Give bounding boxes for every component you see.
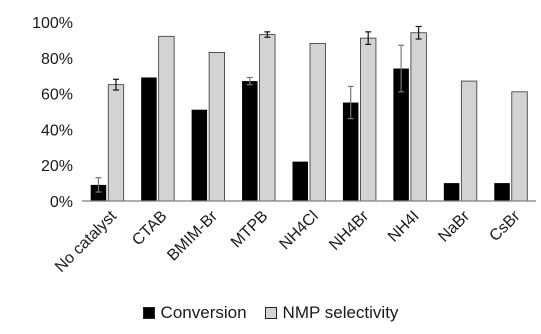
bar-conversion — [342, 102, 359, 201]
legend-item-conversion: Conversion — [142, 303, 247, 323]
x-tick-label: CsBr — [486, 207, 524, 245]
x-tick-label: NH4Br — [326, 207, 372, 253]
x-tick-label: MTPB — [228, 208, 271, 251]
x-tick-label: BMIM-Br — [164, 207, 221, 264]
bar-conversion — [141, 77, 157, 201]
legend: Conversion NMP selectivity — [0, 303, 541, 323]
bar-nmp-selectivity — [360, 37, 377, 202]
legend-swatch-conversion — [142, 307, 155, 319]
x-tick-label: No catalyst — [52, 207, 120, 275]
bar-nmp-selectivity — [107, 84, 125, 202]
y-tick-label: 80% — [41, 51, 73, 68]
bar-nmp-selectivity — [309, 43, 326, 202]
bar-conversion — [393, 68, 409, 201]
x-tick-label: NH4Cl — [276, 208, 321, 253]
bar-conversion — [292, 161, 308, 201]
bar-nmp-selectivity — [158, 35, 175, 202]
y-tick-label: 40% — [41, 122, 73, 139]
x-tick-label: NaBr — [435, 207, 473, 245]
y-tick-label: 60% — [41, 87, 73, 104]
bar-conversion — [90, 184, 107, 201]
bar-chart: 0% 20% 40% 60% 80% 100% No catalyst CTABBMIM-B… — [32, 15, 536, 276]
error-bars — [95, 25, 422, 193]
bar-nmp-selectivity — [460, 80, 478, 202]
bar-nmp-selectivity — [410, 32, 427, 202]
bar-nmp-selectivity — [511, 91, 528, 202]
x-tick-label: CTAB — [129, 208, 170, 249]
bar-nmp-selectivity — [208, 52, 226, 202]
bar-conversion — [242, 81, 258, 201]
legend-label-conversion: Conversion — [160, 303, 247, 322]
legend-item-nmp-selectivity: NMP selectivity — [264, 303, 399, 323]
bar-conversion — [443, 183, 460, 201]
y-tick-label: 100% — [32, 15, 73, 32]
legend-label-nmp-selectivity: NMP selectivity — [282, 303, 399, 322]
bar-conversion — [494, 183, 510, 201]
y-tick-label: 20% — [41, 158, 73, 175]
y-axis-ticks: 0% 20% 40% 60% 80% 100% — [32, 15, 73, 211]
bars — [90, 32, 528, 202]
legend-swatch-nmp-selectivity — [264, 307, 277, 319]
y-tick-label: 0% — [50, 194, 73, 211]
bar-conversion — [191, 109, 208, 201]
bar-nmp-selectivity — [259, 34, 276, 202]
x-tick-label: NH4I — [385, 208, 423, 246]
